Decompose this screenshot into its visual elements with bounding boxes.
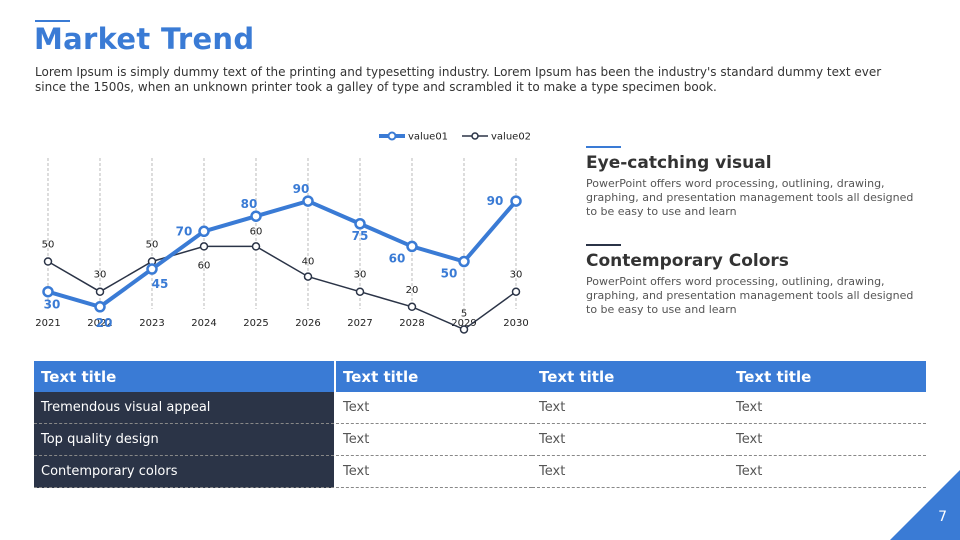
data-point-value02	[303, 272, 313, 281]
table-cell: Text	[532, 455, 729, 488]
feature-rule	[586, 244, 621, 246]
data-point-value02	[199, 242, 209, 251]
table-cell: Text	[729, 423, 926, 456]
data-table: Text title Text title Text title Text ti…	[34, 361, 926, 488]
title-accent-rule	[35, 20, 70, 22]
data-label-value02: 5	[461, 308, 467, 319]
x-tick-label: 2026	[295, 318, 320, 329]
table-cell: Text	[335, 455, 532, 488]
data-label-value02: 40	[302, 257, 315, 268]
data-point-value01	[458, 255, 470, 268]
data-label-value02: 50	[42, 240, 55, 251]
data-label-value01: 30	[44, 298, 61, 312]
x-tick-label: 2021	[35, 318, 60, 329]
x-tick-label: 2027	[347, 318, 372, 329]
table-cell: Text	[532, 423, 729, 456]
feature-title: Contemporary Colors	[586, 251, 789, 271]
x-tick-label: 2028	[399, 318, 424, 329]
table-cell: Text	[335, 423, 532, 456]
data-label-value01: 80	[241, 197, 258, 211]
data-label-value02: 20	[406, 285, 419, 296]
data-point-value01	[42, 285, 54, 298]
data-label-value02: 30	[354, 270, 367, 281]
x-tick-label: 2024	[191, 318, 216, 329]
data-label-value01: 90	[487, 194, 504, 208]
data-label-value02: 30	[94, 270, 107, 281]
feature-title: Eye-catching visual	[586, 153, 772, 173]
data-point-value02	[43, 257, 53, 266]
data-point-value01	[354, 218, 366, 230]
intro-paragraph: Lorem Ipsum is simply dummy text of the …	[35, 65, 882, 94]
page-title: Market Trend	[34, 22, 255, 56]
data-label-value01: 70	[176, 224, 193, 238]
table-cell: Text	[729, 392, 926, 424]
data-label-value01: 90	[293, 182, 310, 196]
row-header: Contemporary colors	[34, 455, 336, 488]
column-header: Text title	[532, 361, 729, 392]
x-tick-label: 2023	[139, 318, 164, 329]
x-tick-label: 2029	[451, 318, 476, 329]
data-point-value01	[198, 225, 210, 238]
row-header: Tremendous visual appeal	[34, 392, 336, 424]
table-row: Top quality design Text Text Text	[34, 423, 926, 456]
data-point-value02	[407, 302, 417, 312]
x-tick-label: 2030	[503, 318, 528, 329]
page-number: 7	[938, 509, 947, 525]
column-header: Text title	[729, 361, 926, 392]
data-point-value02	[459, 325, 469, 334]
data-label-value02: 60	[198, 260, 211, 271]
series-line-value02	[47, 245, 517, 331]
table-row: Tremendous visual appeal Text Text Text	[34, 392, 926, 424]
column-header: Text title	[335, 361, 532, 392]
data-point-value02	[95, 287, 105, 296]
feature-block-visual: Eye-catching visual PowerPoint offers wo…	[586, 146, 926, 219]
legend-label-value01: value01	[408, 132, 448, 143]
line-chart: 2021 2022 2023 2024 2025 2026 2027 2028 2029 2030…	[35, 131, 531, 334]
data-point-value01	[94, 301, 106, 313]
data-point-value02	[355, 287, 365, 296]
data-point-value02	[251, 242, 261, 251]
data-label-value01: 60	[389, 251, 406, 265]
data-label-value02: 30	[510, 270, 523, 281]
data-label-value01: 50	[441, 267, 458, 281]
table-cell: Text	[532, 392, 729, 424]
data-point-value02	[511, 287, 521, 296]
feature-block-colors: Contemporary Colors PowerPoint offers wo…	[586, 244, 926, 317]
data-label-value01: 45	[152, 277, 169, 291]
data-label-value02: 50	[146, 240, 159, 251]
data-point-value01	[406, 240, 418, 253]
table-cell: Text	[729, 455, 926, 488]
x-tick-label: 2022	[87, 318, 112, 329]
table-header-row: Text title Text title Text title Text ti…	[34, 361, 926, 392]
data-point-value01	[302, 195, 314, 207]
feature-rule	[586, 146, 621, 148]
column-header: Text title	[34, 361, 336, 392]
feature-text: PowerPoint offers word processing, outli…	[586, 177, 914, 218]
data-label-value01: 20	[96, 316, 113, 330]
data-point-value01	[510, 195, 522, 207]
feature-text: PowerPoint offers word processing, outli…	[586, 275, 914, 316]
data-label-value01: 75	[352, 229, 369, 243]
data-label-value02: 60	[250, 226, 263, 237]
table-cell: Text	[335, 392, 532, 424]
data-point-value01	[146, 263, 158, 275]
legend-marker-value02	[471, 132, 479, 140]
data-point-value01	[250, 210, 262, 222]
legend-label-value02: value02	[491, 132, 531, 143]
x-tick-label: 2025	[243, 318, 268, 329]
table-row: Contemporary colors Text Text Text	[34, 455, 926, 488]
series-line-value01	[47, 198, 518, 309]
legend-marker-value01	[387, 131, 397, 141]
row-header: Top quality design	[34, 423, 336, 456]
